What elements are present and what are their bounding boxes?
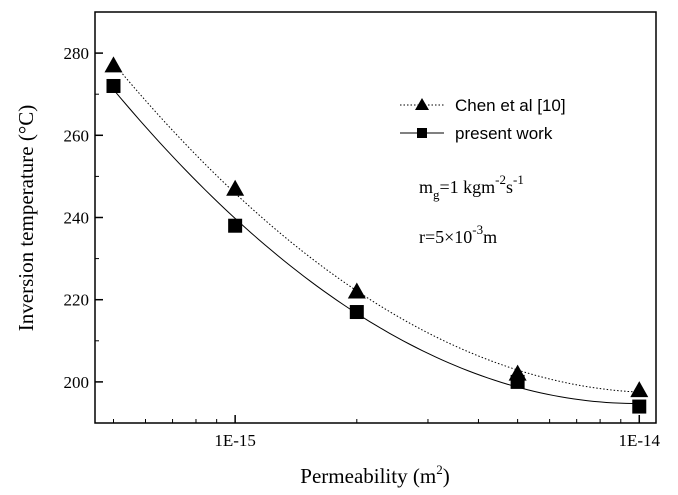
data-markers — [104, 56, 649, 414]
legend-marker-chen — [415, 98, 429, 110]
x-axis-title-sup: 2 — [436, 462, 443, 477]
legend-label-chen: Chen et al [10] — [455, 96, 566, 115]
y-tick-label: 260 — [64, 126, 90, 145]
plot-frame — [94, 11, 657, 424]
y-tick-label: 200 — [64, 373, 90, 392]
marker-triangle — [347, 282, 366, 299]
annotation-mass-flux-mid: =1 kgm — [440, 177, 496, 197]
marker-square — [632, 399, 647, 414]
marker-triangle — [630, 381, 649, 398]
series-curve-0 — [113, 62, 640, 393]
axis-ticks: 200 220 240 260 280 1E-15 1E-14 — [64, 11, 661, 450]
marker-square — [228, 218, 243, 233]
annotation-mass-flux-base: m — [419, 177, 433, 197]
x-axis-title-main: Permeability (m — [300, 464, 436, 488]
annotation-radius-base: r=5×10 — [419, 227, 472, 247]
legend: Chen et al [10] present work — [400, 96, 566, 143]
y-axis-title: Inversion temperature (°C) — [14, 105, 38, 331]
annotation-mass-flux-sub: g — [433, 187, 440, 202]
annotation-mass-flux: mg=1 kgm-2s-1 — [419, 172, 524, 202]
legend-marker-present — [417, 128, 427, 138]
x-axis-title-end: ) — [443, 464, 450, 488]
y-tick-label: 240 — [64, 209, 90, 228]
x-tick-label: 1E-15 — [214, 431, 256, 450]
marker-triangle — [104, 56, 123, 73]
marker-square — [106, 78, 121, 93]
series-curve-1 — [113, 89, 640, 405]
marker-square — [510, 374, 525, 389]
y-tick-label: 220 — [64, 291, 90, 310]
annotation-radius-sup: -3 — [472, 222, 483, 237]
y-tick-label: 280 — [64, 44, 90, 63]
fit-curves — [113, 62, 640, 405]
annotation-mass-flux-sup1: -2 — [495, 172, 506, 187]
annotation-mass-flux-mid2: s — [506, 177, 513, 197]
annotation-mass-flux-sup2: -1 — [513, 172, 524, 187]
x-axis-title: Permeability (m2) — [300, 462, 449, 488]
annotation-radius-end: m — [483, 227, 497, 247]
marker-triangle — [226, 179, 245, 196]
legend-label-present: present work — [455, 124, 553, 143]
annotation-radius: r=5×10-3m — [419, 222, 497, 247]
x-tick-label: 1E-14 — [618, 431, 660, 450]
marker-square — [349, 305, 364, 320]
